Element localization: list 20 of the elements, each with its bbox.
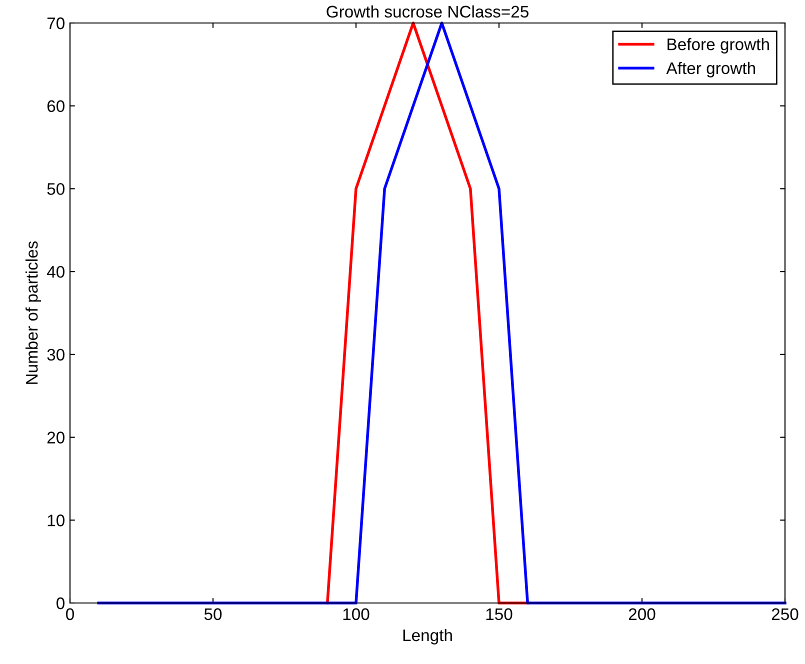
x-tick-label: 50 <box>204 608 222 620</box>
line-series <box>326 22 529 604</box>
y-axis-title: Number of particles <box>26 241 42 384</box>
y-tick-label: 10 <box>48 514 64 526</box>
y-tick-label: 70 <box>47 17 64 30</box>
x-tick-label: 0 <box>66 608 74 620</box>
y-tick-label: 30 <box>47 348 64 361</box>
legend-label: Before growth <box>668 38 769 54</box>
x-tick-label: 150 <box>486 608 512 620</box>
y-tick-label: 60 <box>47 100 64 112</box>
y-tick-label: 40 <box>46 266 64 278</box>
y-tick-label: 0 <box>56 597 64 610</box>
chart-title: Growth sucrose NClass=25 <box>326 5 528 18</box>
y-tick-label: 50 <box>47 183 64 195</box>
y-tick-label: 20 <box>47 432 64 444</box>
x-axis-title: Length <box>403 628 452 644</box>
x-tick-label: 100 <box>343 608 370 620</box>
legend-label: After growth <box>666 62 756 78</box>
x-tick-label: 250 <box>772 608 798 620</box>
x-tick-label: 200 <box>628 608 656 620</box>
